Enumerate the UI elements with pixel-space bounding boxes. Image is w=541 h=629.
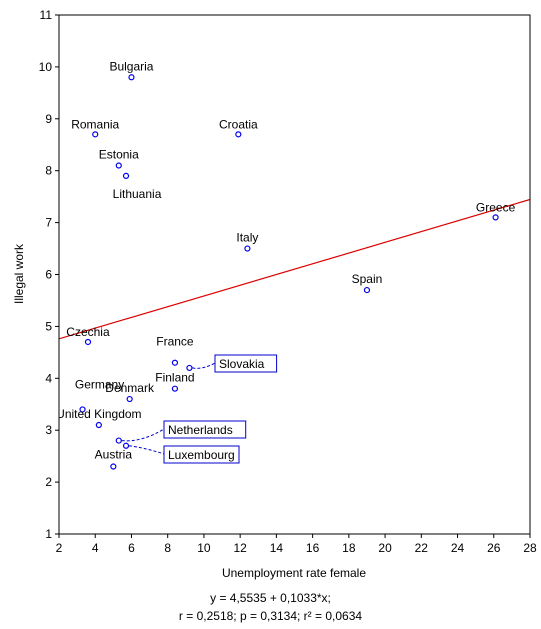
regression-equation: y = 4,5535 + 0,1033*x;	[210, 591, 331, 605]
x-tick-label: 26	[487, 541, 501, 555]
point-greece	[492, 214, 499, 221]
x-tick-label: 16	[306, 541, 320, 555]
y-tick-label: 2	[45, 475, 52, 489]
point-austria	[110, 463, 117, 470]
label-box-luxembourg	[163, 445, 240, 464]
point-label-estonia: Estonia	[99, 148, 139, 162]
y-tick-label: 7	[45, 216, 52, 230]
x-tick-label: 22	[415, 541, 429, 555]
x-tick-label: 24	[451, 541, 465, 555]
x-tick-label: 4	[92, 541, 99, 555]
leader-line-slovakia	[192, 362, 216, 369]
point-label-slovakia: Slovakia	[219, 357, 265, 371]
x-tick-label: 18	[342, 541, 356, 555]
point-slovakia	[186, 364, 193, 372]
point-label-spain: Spain	[352, 272, 383, 286]
y-tick-label: 5	[45, 319, 52, 333]
point-label-czechia: Czechia	[66, 325, 110, 339]
point-label-finland: Finland	[155, 371, 194, 385]
y-tick-label: 4	[45, 371, 52, 385]
x-axis-title: Unemployment rate female	[222, 566, 366, 580]
point-label-bulgaria: Bulgaria	[109, 59, 153, 73]
x-tick-label: 6	[128, 541, 135, 555]
x-tick-label: 20	[378, 541, 392, 555]
point-italy	[244, 245, 251, 252]
label-box-netherlands	[163, 420, 247, 439]
point-label-austria: Austria	[95, 448, 133, 462]
point-label-greece: Greece	[476, 200, 516, 214]
y-tick-label: 11	[40, 8, 53, 22]
point-label-denmark: Denmark	[105, 381, 155, 395]
x-tick-label: 2	[56, 541, 63, 555]
point-label-lithuania: Lithuania	[113, 187, 162, 201]
x-tick-label: 14	[270, 541, 284, 555]
point-label-italy: Italy	[236, 231, 258, 245]
point-label-united-kingdom: United Kingdom	[56, 407, 141, 421]
regression-stats: r = 0,2518; p = 0,3134; r² = 0,0634	[178, 609, 363, 623]
y-axis-title: Illegal work	[12, 243, 26, 304]
y-tick-label: 6	[45, 268, 52, 282]
x-tick-label: 28	[523, 541, 537, 555]
point-denmark	[126, 395, 133, 403]
point-estonia	[115, 162, 122, 169]
point-label-luxembourg: Luxembourg	[168, 448, 235, 462]
point-label-netherlands: Netherlands	[168, 423, 233, 437]
y-tick-label: 9	[45, 112, 52, 126]
point-finland	[171, 385, 179, 392]
point-luxembourg	[122, 442, 130, 449]
point-spain	[363, 286, 371, 294]
point-france	[171, 359, 179, 366]
x-tick-label: 12	[233, 541, 247, 555]
y-tick-label: 8	[45, 164, 52, 178]
y-tick-label: 3	[45, 423, 52, 437]
point-romania	[92, 131, 99, 138]
point-bulgaria	[128, 74, 135, 81]
regression-line	[59, 198, 530, 340]
point-label-germany: Germany	[75, 377, 124, 391]
point-croatia	[235, 131, 242, 138]
point-germany	[79, 406, 86, 413]
point-czechia	[84, 338, 92, 346]
x-tick-label: 10	[197, 541, 211, 555]
label-box-slovakia	[214, 354, 278, 373]
point-label-croatia: Croatia	[219, 117, 258, 131]
y-tick-label: 1	[45, 527, 52, 541]
leader-line-netherlands	[121, 428, 165, 442]
point-lithuania	[122, 172, 130, 179]
point-label-romania: Romania	[71, 117, 119, 131]
x-tick-label: 8	[164, 541, 171, 555]
point-united-kingdom	[95, 421, 102, 429]
leader-line-luxembourg	[128, 445, 165, 455]
point-netherlands	[115, 437, 122, 444]
point-label-france: France	[156, 335, 194, 349]
y-tick-label: 10	[39, 60, 53, 74]
